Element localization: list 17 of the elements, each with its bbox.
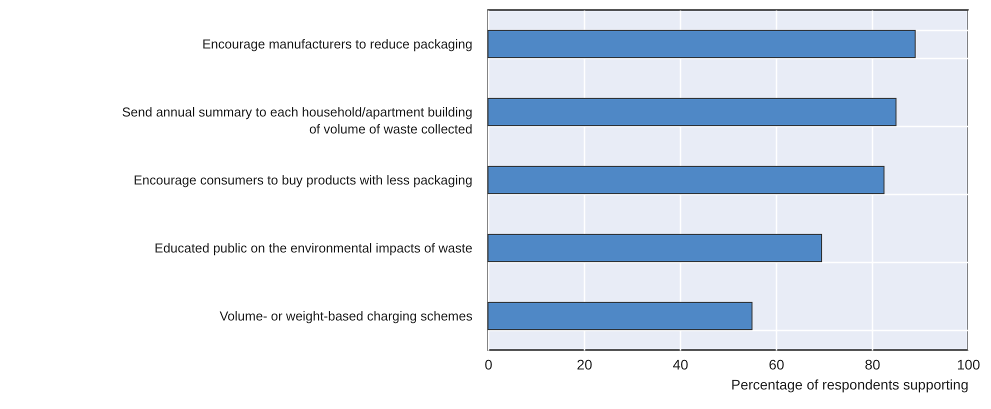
y-tick-label: Volume- or weight-based charging schemes (220, 308, 473, 324)
bar (488, 30, 916, 58)
x-tick-label: 80 (864, 356, 880, 372)
x-tick-label: 40 (672, 356, 688, 372)
y-tick-label: Send annual summary to each household/apartment building of volume of waste collected (122, 104, 472, 136)
x-axis-title: Percentage of respondents supporting (731, 376, 968, 392)
bar (488, 98, 896, 126)
x-tick-label: 0 (484, 356, 493, 372)
x-tick-label: 60 (768, 356, 784, 372)
y-tick-label: Encourage manufacturers to reduce packaging (202, 36, 472, 52)
x-tick-label: 20 (576, 356, 592, 372)
y-tick-label: Educated public on the environmental impacts of waste (154, 240, 472, 256)
x-tick-label: 100 (956, 356, 980, 372)
bar (488, 302, 752, 330)
bar (488, 234, 822, 262)
bar (488, 166, 884, 194)
y-tick-label: Encourage consumers to buy products with less packaging (134, 172, 472, 188)
